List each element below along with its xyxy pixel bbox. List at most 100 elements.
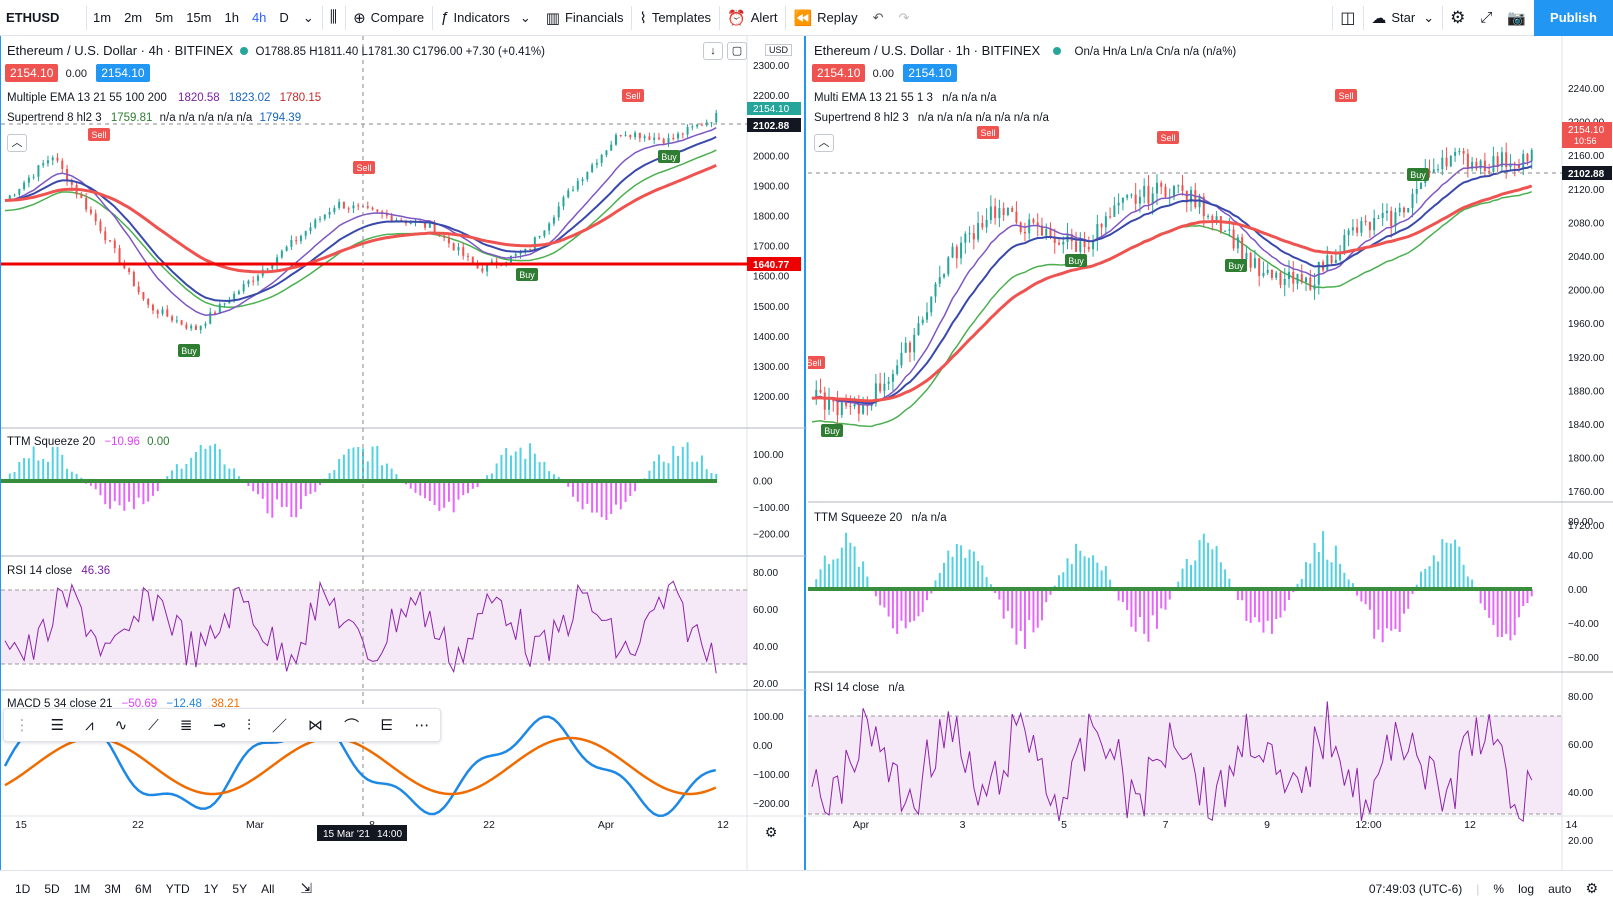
abc-pattern-icon[interactable]: ∿ <box>114 717 128 734</box>
brush-icon[interactable]: ⌒ <box>344 717 360 735</box>
range-5d[interactable]: 5D <box>44 881 60 896</box>
range-3m[interactable]: 3M <box>104 881 122 896</box>
candle-body <box>1509 163 1512 168</box>
candle-body <box>1526 153 1529 162</box>
timeframe-4h[interactable]: 4h <box>251 10 267 25</box>
undo-icon[interactable]: ↶ <box>872 9 884 25</box>
star-button[interactable]: ☁ Star ⌄ <box>1364 0 1442 36</box>
candle-body <box>1313 284 1316 290</box>
layout-icon[interactable]: ◫ <box>1340 9 1356 27</box>
last-price-tag <box>747 102 801 115</box>
symbol-search[interactable]: ETHUSD <box>6 10 60 25</box>
time-axis-label: 3 <box>960 819 966 831</box>
candle-body <box>1270 269 1273 278</box>
publish-button[interactable]: Publish <box>1534 0 1613 36</box>
redo-icon[interactable]: ↷ <box>898 9 910 25</box>
collapse-legend-button[interactable]: ︿ <box>814 134 834 152</box>
bottom-toolbar: 1D 5D 1M 3M 6M YTD 1Y 5Y All ⇲ 07:49:03 … <box>0 870 1613 906</box>
more-tools-icon[interactable]: ⋯ <box>414 717 430 734</box>
auto-toggle[interactable]: auto <box>1548 881 1572 896</box>
indicators-button[interactable]: ƒ Indicators ⌄ <box>433 0 539 36</box>
download-icon[interactable]: ↓ <box>703 42 723 60</box>
candle-body <box>61 160 64 169</box>
candle-body <box>591 164 594 172</box>
maximize-icon[interactable]: ▢ <box>727 42 747 60</box>
candle-body <box>342 201 345 209</box>
timeframe-2m[interactable]: 2m <box>124 10 143 25</box>
log-toggle[interactable]: log <box>1518 881 1535 896</box>
candles-icon[interactable]: ⫼ <box>329 8 338 26</box>
range-1m[interactable]: 1M <box>73 881 91 896</box>
drag-handle-icon[interactable]: ⋮ <box>14 717 30 734</box>
range-5y[interactable]: 5Y <box>232 881 248 896</box>
templates-button[interactable]: ⌇ Templates <box>632 0 719 36</box>
timeframe-5m[interactable]: 5m <box>155 10 174 25</box>
supertrend-legend: Supertrend 8 hl2 3 1759.81 n/a n/a n/a n… <box>7 112 301 124</box>
candle-body <box>447 237 450 244</box>
right-chart-pane[interactable]: 2240.002200.002160.002120.002080.002040.… <box>808 36 1613 870</box>
collapse-legend-button[interactable]: ︿ <box>7 134 27 152</box>
indicator-axis-label: 80.00 <box>1568 692 1593 703</box>
horizontal-ray-icon[interactable]: ⊸ <box>213 717 227 734</box>
range-6m[interactable]: 6M <box>135 881 152 896</box>
candle-body <box>951 246 954 258</box>
supertrend-label: Supertrend 8 hl2 3 <box>7 112 102 124</box>
candle-body <box>1049 229 1052 237</box>
candle-body <box>874 383 877 404</box>
ttm-values: n/a n/a <box>911 512 947 524</box>
candle-body <box>85 197 88 210</box>
range-1d[interactable]: 1D <box>15 881 31 896</box>
range-1y[interactable]: 1Y <box>203 881 219 896</box>
currency-label[interactable]: USD <box>765 44 793 56</box>
compare-button[interactable]: ⊕ Compare <box>346 0 432 36</box>
supertrend-value-2: 1794.39 <box>259 112 302 124</box>
settings-gear-icon[interactable]: ⚙ <box>1450 7 1466 27</box>
trendline-icon[interactable]: ⟋ <box>148 716 159 734</box>
camera-icon[interactable]: 📷 <box>1507 9 1527 27</box>
left-chart-pane[interactable]: 2300.002200.002100.002000.001900.001800.… <box>0 36 807 870</box>
indicator-axis-label: −100.00 <box>753 770 790 781</box>
rsi-band <box>1 590 747 664</box>
right-supertrend-legend: Supertrend 8 hl2 3 n/a n/a n/a n/a n/a n… <box>814 112 1049 124</box>
bid-badge[interactable]: 2154.10 <box>5 64 59 82</box>
toolbar-divider <box>1442 5 1444 30</box>
financials-button[interactable]: ▥ Financials <box>539 0 632 36</box>
price-axis-label: 1920.00 <box>1568 353 1605 364</box>
bid-badge[interactable]: 2154.10 <box>812 64 866 82</box>
alert-button[interactable]: ⏰ Alert <box>720 0 785 36</box>
fib-icon[interactable]: ≣ <box>179 717 193 734</box>
fullscreen-icon[interactable]: ⤢ <box>1480 9 1493 26</box>
rsi-label: RSI 14 close <box>7 565 73 577</box>
timeframe-1h[interactable]: 1h <box>224 10 239 25</box>
ask-badge[interactable]: 2154.10 <box>96 64 150 82</box>
long-position-icon[interactable]: ⫶ <box>247 716 251 734</box>
candle-body <box>981 223 984 228</box>
percent-toggle[interactable]: % <box>1493 881 1505 896</box>
ray-icon[interactable]: ／ <box>271 717 287 735</box>
settings-gear-icon[interactable]: ⚙ <box>1585 880 1598 896</box>
financials-label: Financials <box>564 10 624 25</box>
timeframe-15m[interactable]: 15m <box>186 10 212 25</box>
timeframe-1m[interactable]: 1m <box>93 10 112 25</box>
ask-badge[interactable]: 2154.10 <box>903 64 957 82</box>
candle-body <box>233 293 236 302</box>
goto-date-icon[interactable]: ⇲ <box>300 880 313 896</box>
clock-time[interactable]: 07:49:03 (UTC-6) <box>1368 881 1463 896</box>
settings-lines-icon[interactable]: ⋿ <box>380 717 394 734</box>
timeframe-d[interactable]: D <box>279 10 289 25</box>
right-chart-canvas[interactable]: 2240.002200.002160.002120.002080.002040.… <box>808 36 1613 870</box>
range-ytd[interactable]: YTD <box>165 881 190 896</box>
range-all[interactable]: All <box>261 881 275 896</box>
path-tool-icon[interactable]: ⩘ <box>85 716 94 734</box>
replay-button[interactable]: ⏪ Replay <box>786 0 865 36</box>
candle-body <box>37 165 40 177</box>
buy-signal-label: Buy <box>824 426 840 436</box>
left-chart-canvas[interactable]: 2300.002200.002100.002000.001900.001800.… <box>1 36 807 870</box>
lines-tool-icon[interactable]: ☰ <box>50 717 65 734</box>
candle-body <box>1134 194 1137 204</box>
chevron-down-icon[interactable]: ⌄ <box>302 9 314 25</box>
candle-body <box>985 219 988 228</box>
xabcd-icon[interactable]: ⋈ <box>308 717 324 734</box>
price-axis-label: 1200.00 <box>753 392 790 403</box>
indicator-axis-label: 60.00 <box>753 605 778 616</box>
